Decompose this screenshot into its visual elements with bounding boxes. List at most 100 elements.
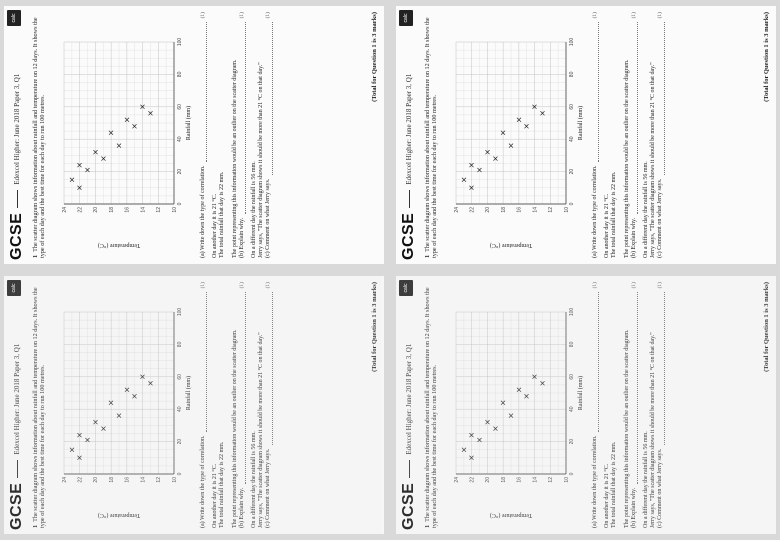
- paper-reference: Edexcel Higher: June 2018 Paper 3, Q1: [13, 343, 21, 455]
- y-tick-label: 16: [125, 477, 131, 483]
- calculator-icon: calc: [7, 10, 21, 26]
- part-a-row: (a) Write down the type of correlation. …: [592, 12, 600, 258]
- x-tick-label: 80: [177, 341, 183, 347]
- part-b-label: (b) Explain why.: [238, 217, 245, 258]
- y-tick-label: 14: [532, 477, 538, 483]
- part-b-line-3: The point representing this information …: [231, 329, 238, 528]
- question-text: The scatter diagram shows information ab…: [32, 287, 47, 528]
- page-header: GCSE Edexcel Higher: June 2018 Paper 3, …: [398, 280, 420, 530]
- part-c-label: (c) Comment on what Jerry says.: [657, 178, 664, 258]
- question-intro: 1The scatter diagram shows information a…: [32, 282, 47, 528]
- data-point-cross: ×: [99, 155, 108, 162]
- data-point-cross: ×: [75, 432, 84, 439]
- y-tick-label: 24: [454, 207, 460, 213]
- x-tick-label: 20: [177, 169, 183, 175]
- y-tick-label: 24: [62, 207, 68, 213]
- chart-axes: 0 20 40 60 80 100 10 12 14 16 18 20 22 24 Rainfall (mm…: [62, 38, 192, 249]
- paper-reference: Edexcel Higher: June 2018 Paper 3, Q1: [13, 73, 21, 185]
- part-b-line-3: The point representing this information …: [231, 59, 238, 258]
- x-tick-label: 0: [569, 202, 575, 205]
- x-tick-label: 40: [177, 406, 183, 412]
- question-number: 1: [32, 254, 39, 258]
- part-c-answer-line[interactable]: [657, 292, 665, 445]
- x-tick-label: 100: [569, 38, 575, 47]
- part-b-answer-line[interactable]: [631, 292, 639, 484]
- data-point-cross: ×: [522, 123, 531, 130]
- part-a-answer-line[interactable]: [200, 292, 208, 432]
- chart-points: ××××××××××××: [459, 373, 547, 461]
- part-a-answer-line[interactable]: [592, 292, 600, 432]
- data-point-cross: ×: [514, 116, 523, 123]
- data-point-cross: ×: [115, 412, 124, 419]
- data-point-cross: ×: [507, 142, 516, 149]
- total-marks: (Total for Question 1 is 3 marks): [763, 282, 770, 372]
- part-b-line-3: The point representing this information …: [623, 59, 630, 258]
- y-tick-label: 24: [454, 477, 460, 483]
- part-b-label: (b) Explain why.: [238, 487, 245, 528]
- worksheet-page-top-left: GCSE Edexcel Higher: June 2018 Paper 3, …: [4, 6, 384, 264]
- question-text: The scatter diagram shows information ab…: [32, 17, 47, 258]
- data-point-cross: ×: [115, 142, 124, 149]
- data-point-cross: ×: [122, 386, 131, 393]
- part-b-answer-line[interactable]: [631, 22, 639, 214]
- y-tick-label: 10: [564, 477, 570, 483]
- data-point-cross: ×: [491, 155, 500, 162]
- question-intro: 1The scatter diagram shows information a…: [424, 282, 439, 528]
- data-point-cross: ×: [491, 425, 500, 432]
- worksheet-page-bottom-left: GCSE Edexcel Higher: June 2018 Paper 3, …: [4, 276, 384, 534]
- y-tick-label: 12: [548, 207, 554, 213]
- scatter-chart: 0 20 40 60 80 100 10 12 14 16 18 20 22 24 Rainfall (mm…: [62, 38, 192, 249]
- part-c-answer-line[interactable]: [265, 22, 273, 175]
- data-point-cross: ×: [467, 432, 476, 439]
- question-intro: 1The scatter diagram shows information a…: [424, 12, 439, 258]
- part-c-row: (c) Comment on what Jerry says. (1): [265, 282, 273, 528]
- y-tick-label: 16: [517, 477, 523, 483]
- part-b-line-2: The total rainfall that day is 22 mm.: [219, 171, 226, 258]
- scatter-chart: 0 20 40 60 80 100 10 12 14 16 18 20 22 24 Rainfall (mm…: [454, 308, 584, 519]
- chart-grid: [455, 311, 567, 475]
- data-point-cross: ×: [483, 419, 492, 426]
- data-point-cross: ×: [146, 380, 155, 387]
- data-point-cross: ×: [122, 116, 131, 123]
- part-a-row: (a) Write down the type of correlation. …: [592, 282, 600, 528]
- part-a-answer-line[interactable]: [592, 22, 600, 162]
- y-tick-label: 20: [485, 477, 491, 483]
- part-c-answer-line[interactable]: [657, 22, 665, 175]
- x-tick-label: 20: [177, 439, 183, 445]
- header-rule: [408, 459, 410, 478]
- data-point-cross: ×: [83, 437, 92, 444]
- chart-points: ××××××××××××: [67, 103, 155, 191]
- y-tick-label: 18: [501, 477, 507, 483]
- question-number: 1: [424, 254, 431, 258]
- x-tick-label: 0: [177, 202, 183, 205]
- y-tick-label: 14: [140, 207, 146, 213]
- chart-axes: 0 20 40 60 80 100 10 12 14 16 18 20 22 24 Rainfall (mm…: [454, 308, 584, 519]
- x-axis-label: Rainfall (mm): [577, 106, 584, 140]
- part-b-marks: (1): [238, 282, 245, 289]
- data-point-cross: ×: [459, 176, 468, 183]
- part-b-answer-line[interactable]: [239, 292, 247, 484]
- page-header: GCSE Edexcel Higher: June 2018 Paper 3, …: [398, 10, 420, 260]
- chart-grid: [63, 41, 175, 205]
- part-a-label: (a) Write down the type of correlation.: [200, 435, 206, 528]
- x-tick-label: 20: [569, 169, 575, 175]
- part-c-answer-line[interactable]: [265, 292, 273, 445]
- data-point-cross: ×: [530, 373, 539, 380]
- page-header: GCSE Edexcel Higher: June 2018 Paper 3, …: [6, 280, 28, 530]
- y-tick-label: 22: [78, 207, 84, 213]
- rotated-page-content: GCSE Edexcel Higher: June 2018 Paper 3, …: [4, 276, 384, 534]
- data-point-cross: ×: [538, 110, 547, 117]
- part-b-marks: (1): [630, 12, 637, 19]
- gcse-title: GCSE: [400, 212, 417, 260]
- part-a-marks: (1): [200, 282, 206, 289]
- part-a-answer-line[interactable]: [200, 22, 208, 162]
- x-tick-label: 40: [569, 136, 575, 142]
- gcse-title: GCSE: [8, 482, 25, 530]
- data-point-cross: ×: [91, 149, 100, 156]
- data-point-cross: ×: [130, 123, 139, 130]
- part-c-label: (c) Comment on what Jerry says.: [265, 448, 272, 528]
- part-b-answer-line[interactable]: [239, 22, 247, 214]
- y-tick-label: 10: [564, 207, 570, 213]
- data-point-cross: ×: [499, 399, 508, 406]
- data-point-cross: ×: [475, 167, 484, 174]
